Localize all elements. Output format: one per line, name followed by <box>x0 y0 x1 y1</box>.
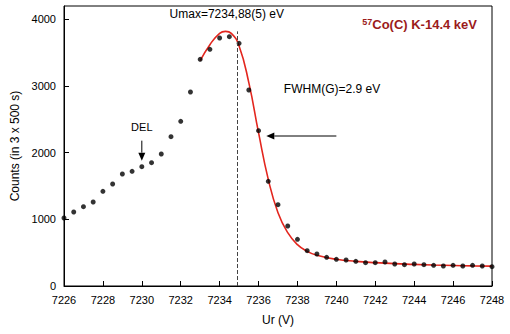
svg-text:7246: 7246 <box>441 294 465 306</box>
svg-text:0: 0 <box>50 280 56 292</box>
svg-text:Counts (in 3 x 500 s): Counts (in 3 x 500 s) <box>8 91 22 202</box>
svg-text:7234: 7234 <box>207 294 231 306</box>
svg-text:Ur (V): Ur (V) <box>262 313 294 327</box>
svg-text:7232: 7232 <box>168 294 192 306</box>
svg-text:57: 57 <box>362 17 372 27</box>
svg-text:7244: 7244 <box>402 294 426 306</box>
svg-text:2000: 2000 <box>32 147 56 159</box>
svg-text:7240: 7240 <box>324 294 348 306</box>
svg-text:7242: 7242 <box>363 294 387 306</box>
svg-text:7226: 7226 <box>52 294 76 306</box>
svg-text:7238: 7238 <box>285 294 309 306</box>
svg-text:7248: 7248 <box>480 294 504 306</box>
svg-text:1000: 1000 <box>32 213 56 225</box>
svg-text:FWHM(G)=2.9 eV: FWHM(G)=2.9 eV <box>284 82 380 96</box>
svg-text:3000: 3000 <box>32 80 56 92</box>
svg-text:DEL: DEL <box>131 121 152 133</box>
svg-text:7230: 7230 <box>130 294 154 306</box>
svg-text:Co(C) K-14.4 keV: Co(C) K-14.4 keV <box>372 17 477 32</box>
svg-text:7228: 7228 <box>91 294 115 306</box>
svg-text:4000: 4000 <box>32 13 56 25</box>
svg-text:Umax=7234,88(5) eV: Umax=7234,88(5) eV <box>170 7 284 21</box>
svg-text:7236: 7236 <box>246 294 270 306</box>
